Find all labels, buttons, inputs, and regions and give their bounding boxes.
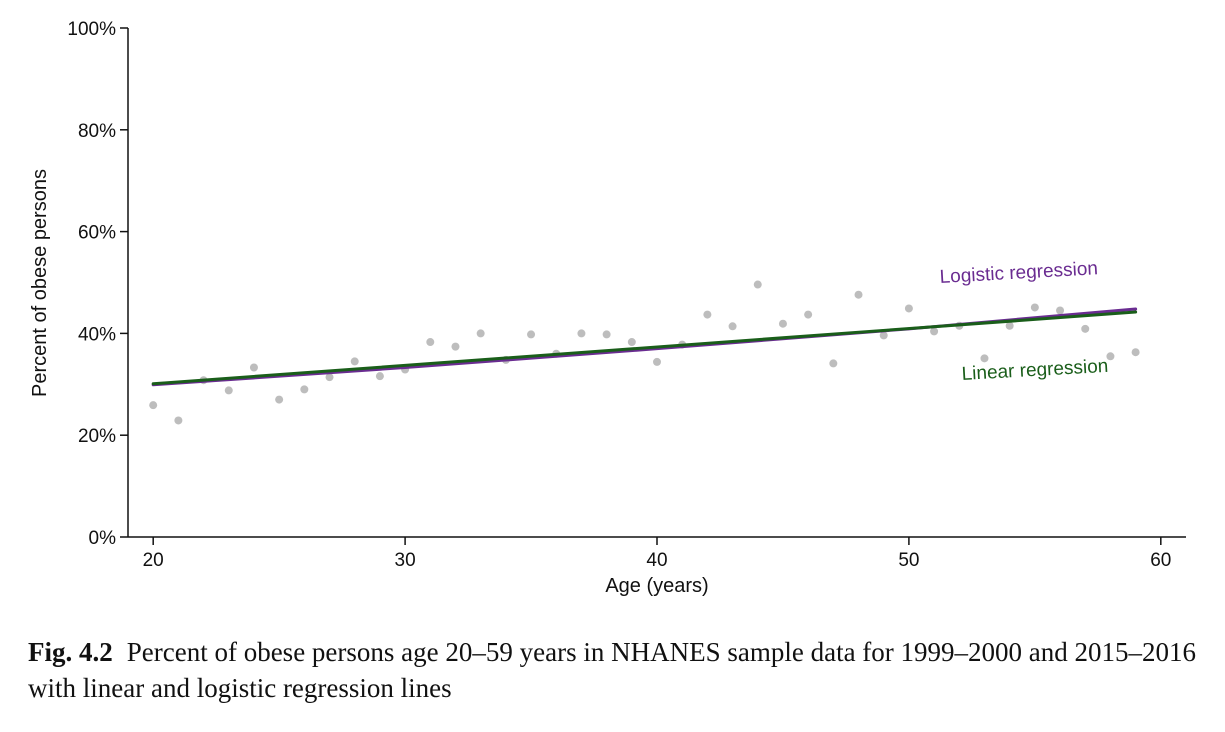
data-point — [275, 395, 284, 404]
data-point — [527, 330, 536, 339]
data-point — [1005, 321, 1014, 330]
data-point — [577, 329, 586, 338]
regression-lines — [151, 307, 1138, 387]
data-point — [249, 363, 258, 372]
data-point — [980, 354, 989, 363]
data-point — [149, 401, 158, 410]
x-tick-label: 30 — [395, 550, 416, 571]
scatter-points — [149, 280, 1140, 425]
data-point — [854, 290, 863, 299]
y-axis-title: Percent of obese persons — [29, 169, 51, 397]
data-point — [829, 359, 838, 368]
data-point — [325, 373, 334, 382]
x-tick-label: 60 — [1150, 550, 1171, 571]
data-point — [300, 385, 309, 394]
data-point — [1030, 303, 1039, 312]
data-point — [1081, 324, 1090, 333]
y-tick-label: 0% — [89, 528, 117, 549]
y-tick-label: 80% — [78, 121, 116, 142]
data-point — [703, 310, 712, 319]
data-point — [778, 319, 787, 328]
data-point — [350, 357, 359, 366]
data-point — [224, 386, 233, 395]
data-point — [879, 331, 888, 340]
data-point — [1131, 348, 1140, 357]
x-axis-title: Age (years) — [605, 575, 708, 597]
y-tick-label: 100% — [67, 19, 116, 40]
linear-regression-line — [151, 310, 1138, 386]
data-point — [930, 327, 939, 336]
chart: 0% 20% 40% 60% 80% 100% 20 30 40 50 60 Logistic r… — [29, 19, 1186, 597]
x-tick-label: 40 — [646, 550, 667, 571]
data-point — [476, 329, 485, 338]
data-point — [1106, 352, 1115, 361]
data-point — [904, 304, 913, 313]
data-point — [753, 280, 762, 289]
data-point — [804, 310, 813, 319]
data-point — [602, 330, 611, 339]
y-tick-label: 40% — [78, 324, 116, 345]
figure-caption: Fig. 4.2 Percent of obese persons age 20–… — [28, 634, 1198, 706]
data-point — [451, 342, 460, 351]
logistic-regression-label: Logistic regression — [939, 258, 1098, 288]
data-point — [1056, 306, 1065, 315]
x-axis-ticks: 20 30 40 50 60 — [143, 537, 1171, 571]
figure-number: Fig. 4.2 — [28, 637, 113, 667]
data-point — [375, 372, 384, 381]
data-point — [174, 416, 183, 425]
data-point — [627, 338, 636, 347]
y-axis-ticks: 0% 20% 40% 60% 80% 100% — [67, 19, 128, 549]
y-tick-label: 60% — [78, 223, 116, 244]
data-point — [728, 322, 737, 331]
y-tick-label: 20% — [78, 426, 116, 447]
caption-text: Percent of obese persons age 20–59 years… — [28, 637, 1197, 703]
x-tick-label: 50 — [898, 550, 919, 571]
data-point — [426, 338, 435, 347]
x-tick-label: 20 — [143, 550, 164, 571]
data-point — [653, 357, 661, 366]
